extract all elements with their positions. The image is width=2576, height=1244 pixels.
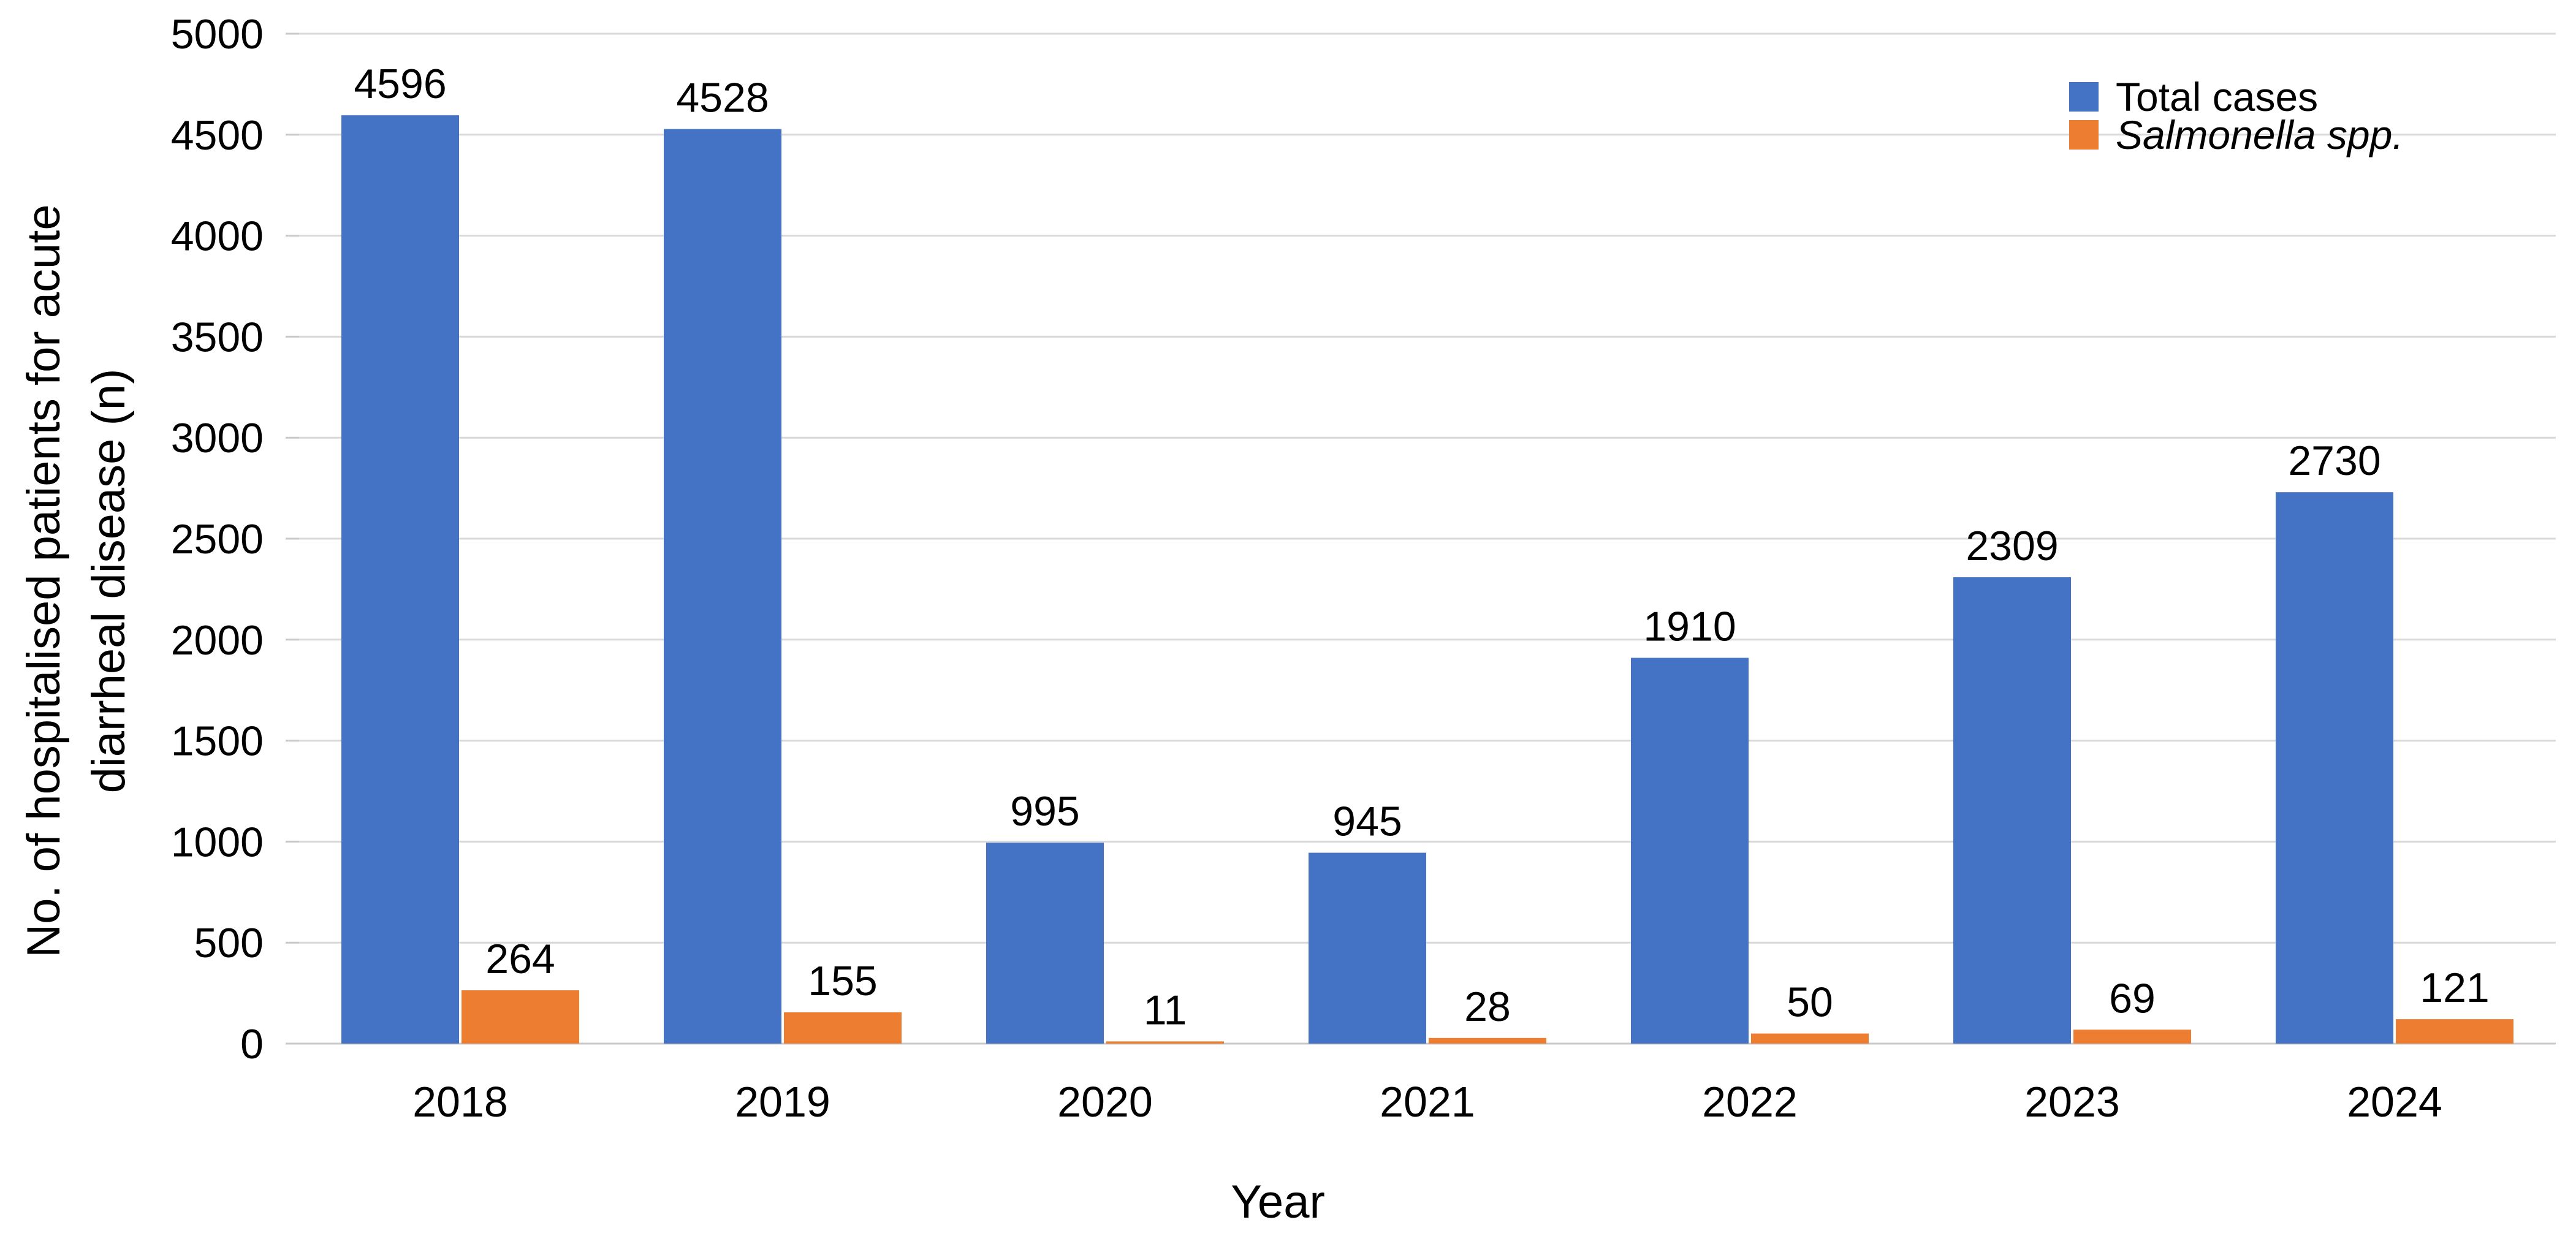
y-axis-title: No. of hospitalised patients for acute d…	[4, 103, 149, 1059]
data-label: 264	[485, 936, 555, 982]
legend-label-total-cases: Total cases	[2116, 74, 2319, 119]
x-category-label: 2024	[2347, 1078, 2442, 1126]
bar-total-2022	[1631, 658, 1749, 1044]
x-category-label: 2021	[1380, 1078, 1475, 1126]
y-axis-title-line1: No. of hospitalised patients for acute	[18, 204, 70, 958]
data-label: 50	[1787, 979, 1833, 1026]
bar-total-2024	[2276, 492, 2393, 1044]
data-label: 995	[1010, 788, 1079, 835]
x-category-label: 2019	[735, 1078, 830, 1126]
x-category-label: 2023	[2024, 1078, 2120, 1126]
x-category-label: 2018	[412, 1078, 508, 1126]
bar-total-2018	[341, 115, 459, 1044]
y-tick-label: 2000	[171, 617, 264, 664]
x-axis-title: Year	[1231, 1176, 1325, 1228]
y-tick-label: 2500	[171, 516, 264, 563]
bar-total-2021	[1309, 852, 1426, 1044]
data-label: 28	[1464, 984, 1511, 1030]
legend-swatch-salmonella	[2069, 120, 2099, 150]
data-label: 945	[1332, 798, 1402, 845]
bar-salmonella-2023	[2073, 1030, 2191, 1044]
data-label: 2730	[2288, 438, 2380, 484]
x-category-label: 2020	[1057, 1078, 1153, 1126]
y-tick-label: 4000	[171, 213, 264, 260]
bar-total-2020	[986, 843, 1104, 1044]
y-tick-label: 3000	[171, 415, 264, 461]
y-tick-label: 3500	[171, 314, 264, 360]
data-label: 4596	[354, 61, 446, 107]
legend-label-salmonella: Salmonella spp.	[2116, 112, 2404, 157]
legend-item-salmonella: Salmonella spp.	[2069, 112, 2404, 158]
x-category-label: 2022	[1702, 1078, 1798, 1126]
bar-salmonella-2020	[1106, 1041, 1224, 1044]
data-label: 69	[2109, 975, 2156, 1022]
y-tick-label: 0	[240, 1021, 264, 1068]
y-tick-label: 5000	[171, 11, 264, 58]
y-tick-label: 1000	[171, 819, 264, 865]
bar-salmonella-2021	[1429, 1037, 1546, 1044]
bar-salmonella-2018	[462, 990, 579, 1044]
bar-salmonella-2022	[1751, 1033, 1869, 1044]
legend-swatch-total-cases	[2069, 82, 2099, 112]
y-axis-title-line2: diarrheal disease (n)	[83, 368, 135, 794]
y-tick-label: 4500	[171, 112, 264, 159]
data-label: 155	[808, 958, 877, 1004]
data-label: 4528	[676, 75, 769, 121]
data-label: 2309	[1966, 523, 2058, 569]
bar-salmonella-2019	[784, 1012, 902, 1044]
data-label: 121	[2420, 965, 2489, 1011]
y-tick-label: 500	[194, 920, 264, 966]
y-tick-label: 1500	[171, 718, 264, 765]
data-label: 11	[1144, 987, 1187, 1033]
legend-item-total-cases: Total cases	[2069, 74, 2318, 120]
data-label: 1910	[1643, 603, 1736, 650]
bar-total-2019	[664, 129, 781, 1044]
bar-total-2023	[1953, 577, 2071, 1044]
bar-salmonella-2024	[2396, 1019, 2513, 1044]
